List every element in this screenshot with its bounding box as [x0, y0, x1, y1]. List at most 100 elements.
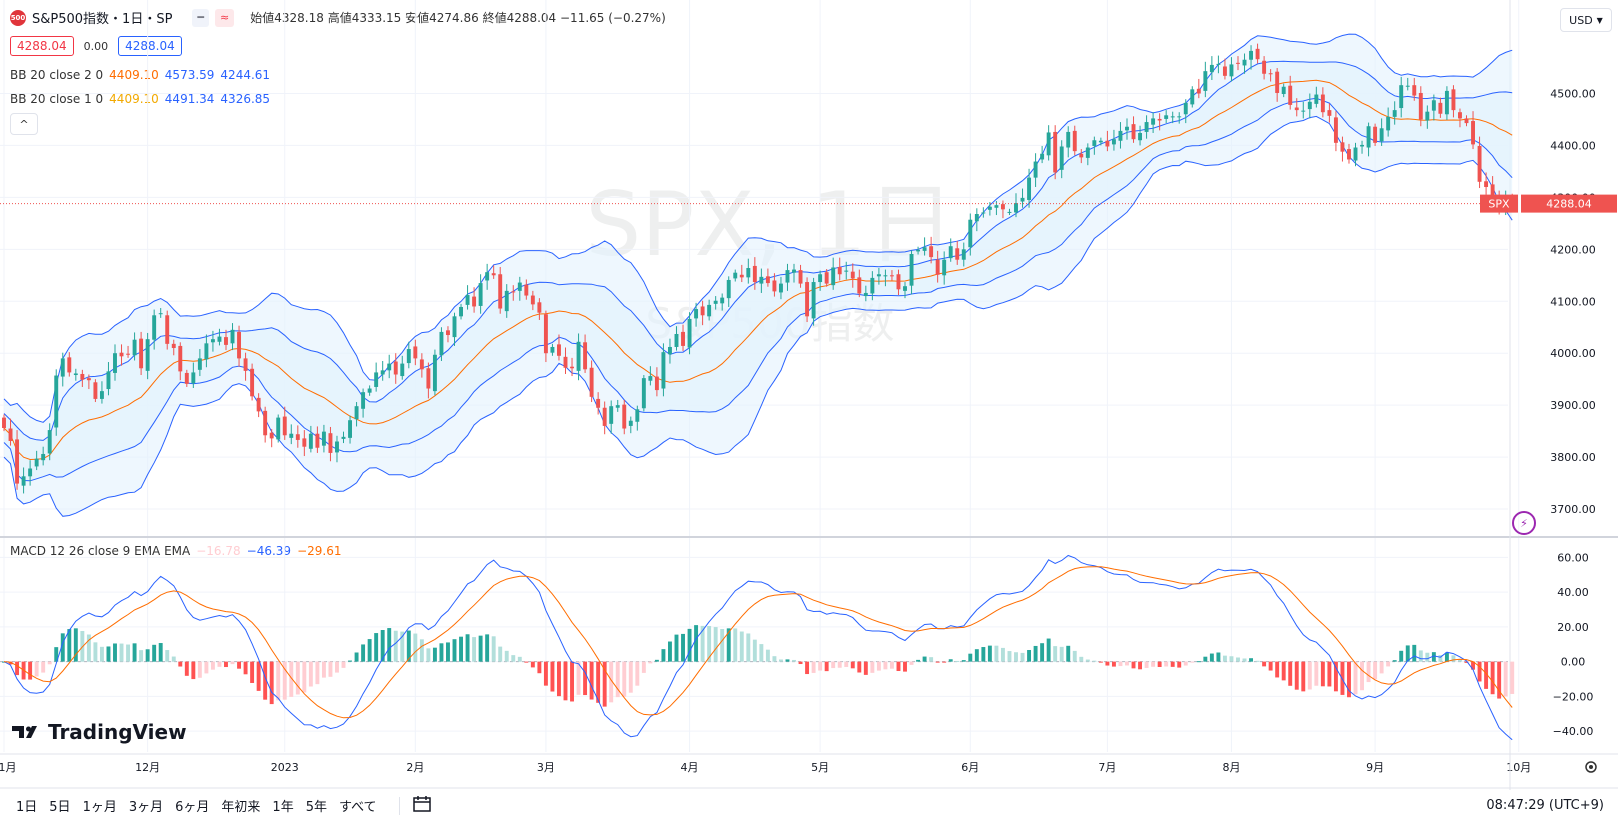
candle-body	[557, 344, 561, 356]
macd-histogram-bar	[1072, 650, 1077, 662]
candle-body	[916, 249, 921, 252]
candle-body	[1079, 153, 1084, 158]
candle-body	[152, 315, 157, 340]
bb2-legend[interactable]: BB 20 close 2 0 4409.10 4573.59 4244.61	[10, 68, 270, 82]
macd-histogram-bar	[713, 627, 718, 662]
macd-histogram-bar	[889, 661, 894, 669]
candle-body	[210, 339, 215, 343]
candle-body	[981, 212, 986, 214]
candle-body	[80, 373, 85, 380]
candle-body	[785, 270, 790, 283]
candle-body	[602, 407, 607, 426]
candle-body	[1000, 204, 1005, 210]
tradingview-logo-text: TradingView	[48, 720, 187, 744]
candle-body	[132, 339, 137, 356]
lightning-icon[interactable]: ⚡	[1512, 511, 1536, 535]
range-button[interactable]: 5年	[305, 800, 327, 815]
macd-histogram-bar	[1268, 661, 1273, 671]
candle-body	[687, 318, 692, 348]
range-button[interactable]: 1ヶ月	[82, 800, 117, 815]
macd-histogram-bar	[263, 661, 268, 700]
currency-selector[interactable]: USD ▼	[1560, 8, 1612, 32]
chart-canvas[interactable]: SPX, 1日S&P500指数3700.003800.003900.004000…	[0, 0, 1618, 790]
candle-body	[974, 214, 979, 222]
candle-body	[1131, 124, 1136, 140]
candle-body	[942, 259, 947, 276]
macd-histogram-bar	[1347, 661, 1351, 698]
candle-body	[596, 398, 601, 408]
macd-histogram-bar	[1040, 643, 1045, 662]
time-tick-label: 11月	[0, 761, 17, 774]
candle-body	[1190, 89, 1195, 105]
macd-histogram-bar	[1111, 661, 1116, 667]
candle-body	[641, 378, 646, 409]
candle-body	[1412, 85, 1417, 96]
macd-legend[interactable]: MACD 12 26 close 9 EMA EMA −16.78 −46.39…	[10, 544, 342, 558]
macd-histogram-bar	[1386, 661, 1391, 667]
candle-body	[707, 304, 712, 317]
macd-histogram-bar	[922, 656, 927, 662]
bb1-legend[interactable]: BB 20 close 1 0 4409.10 4491.34 4326.85	[10, 92, 270, 106]
settings-icon[interactable]	[1581, 757, 1601, 777]
symbol-badge-icon[interactable]: 500	[10, 9, 26, 26]
macd-histogram-bar	[916, 659, 921, 662]
candle-body	[635, 409, 640, 422]
macd-histogram-bar	[302, 661, 307, 693]
calendar-icon[interactable]	[412, 795, 432, 817]
macd-histogram-bar	[439, 643, 444, 662]
macd-histogram-bar	[393, 630, 398, 662]
range-button[interactable]: 6ヶ月	[175, 800, 210, 815]
candle-body	[1484, 181, 1489, 187]
macd-histogram-bar	[289, 661, 294, 697]
range-button[interactable]: 年初来	[221, 800, 261, 815]
collapse-legend-button[interactable]: ^	[10, 113, 38, 135]
bid-price-button[interactable]: 4288.04	[10, 36, 74, 56]
ohlc-values: 始値4328.18 高値4333.15 安値4274.86 終値4288.04 …	[250, 11, 666, 25]
macd-histogram-bar	[367, 639, 372, 662]
range-button[interactable]: 5日	[49, 800, 71, 815]
range-button[interactable]: すべて	[338, 800, 377, 815]
collapse-icon[interactable]: ━	[192, 8, 210, 27]
spread-value: 0.00	[83, 39, 109, 53]
macd-histogram-bar	[47, 661, 52, 665]
time-tick-label: 5月	[811, 761, 829, 774]
candle-body	[1255, 48, 1260, 60]
compare-icon[interactable]: ≈	[215, 8, 235, 27]
macd-histogram-bar	[1014, 652, 1018, 662]
range-button[interactable]: 3ヶ月	[128, 800, 164, 815]
candle-body	[1392, 110, 1397, 117]
macd-histogram-bar	[243, 661, 248, 675]
candle-body	[361, 392, 366, 409]
macd-histogram-bar	[837, 661, 842, 668]
ask-price-button[interactable]: 4288.04	[118, 36, 182, 56]
macd-histogram-bar	[184, 661, 189, 676]
candle-body	[1236, 62, 1240, 64]
macd-histogram-bar	[1425, 652, 1430, 662]
candle-body	[34, 458, 39, 467]
time-tick-label: 6月	[961, 761, 979, 774]
macd-histogram-bar	[1092, 660, 1097, 662]
price-tick-label: 4200.00	[1550, 243, 1596, 256]
macd-histogram-bar	[583, 661, 588, 696]
range-button[interactable]: 1日	[16, 800, 38, 815]
candle-body	[465, 295, 470, 305]
candle-body	[230, 329, 235, 344]
macd-histogram-bar	[615, 661, 620, 698]
symbol-title[interactable]: S&P500指数・1日・SP	[32, 12, 173, 27]
tradingview-logo[interactable]: TradingView	[12, 720, 187, 744]
candle-body	[387, 363, 392, 371]
range-button[interactable]: 1年	[272, 800, 294, 815]
candle-body	[93, 382, 98, 399]
candle-body	[308, 433, 313, 449]
macd-histogram-bar	[628, 661, 633, 693]
bb-upper-2-line	[3, 33, 1513, 423]
macd-histogram-bar	[863, 661, 868, 675]
candle-body	[844, 270, 849, 272]
macd-histogram-bar	[93, 642, 98, 662]
candle-body	[67, 357, 72, 373]
candle-body	[224, 337, 228, 345]
clock-time[interactable]: 08:47:29 (UTC+9)	[1486, 798, 1604, 813]
macd-histogram-bar	[295, 661, 300, 695]
macd-histogram-bar	[687, 628, 692, 662]
candle-body	[367, 388, 372, 393]
